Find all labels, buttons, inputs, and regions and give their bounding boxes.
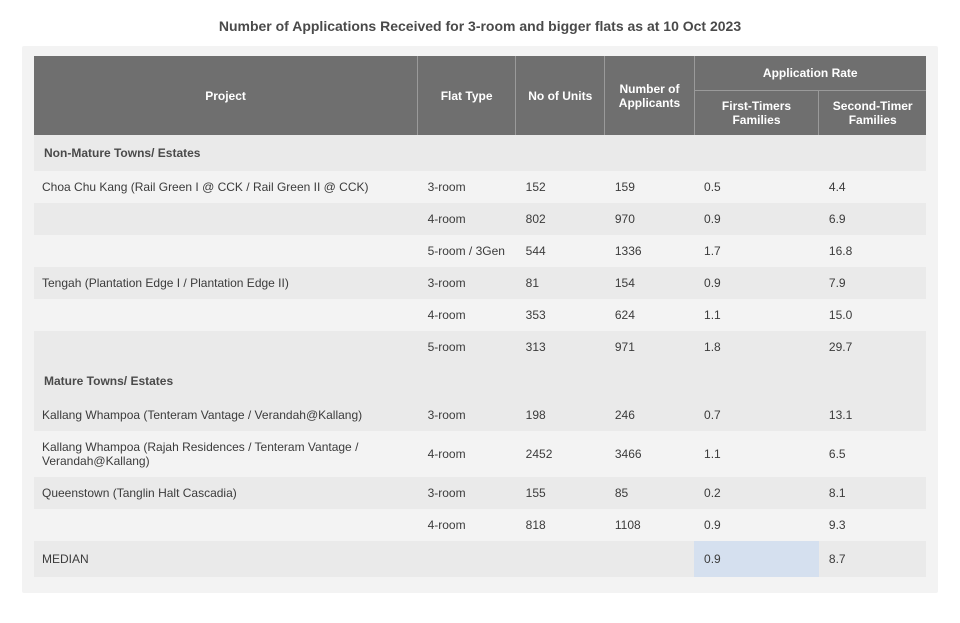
cell-first-timers: 0.2 — [694, 477, 819, 509]
cell-project — [34, 509, 418, 541]
table-row: 5-room3139711.829.7 — [34, 331, 926, 363]
cell-second-timer: 7.9 — [819, 267, 926, 299]
cell-first-timers: 1.1 — [694, 299, 819, 331]
cell-project: Kallang Whampoa (Rajah Residences / Tent… — [34, 431, 418, 477]
cell-first-timers: 1.7 — [694, 235, 819, 267]
table-row: Kallang Whampoa (Tenteram Vantage / Vera… — [34, 399, 926, 431]
cell-project: Kallang Whampoa (Tenteram Vantage / Vera… — [34, 399, 418, 431]
median-second-timer: 8.7 — [819, 541, 926, 577]
cell-project — [34, 331, 418, 363]
cell-second-timer: 6.9 — [819, 203, 926, 235]
cell-first-timers: 1.1 — [694, 431, 819, 477]
section-label: Mature Towns/ Estates — [34, 363, 926, 399]
median-row: MEDIAN 0.98.7 — [34, 541, 926, 577]
table-row: Tengah (Plantation Edge I / Plantation E… — [34, 267, 926, 299]
cell-first-timers: 0.9 — [694, 267, 819, 299]
median-first-timers: 0.9 — [694, 541, 819, 577]
col-flat-type: Flat Type — [418, 56, 516, 135]
table-body: Non-Mature Towns/ EstatesChoa Chu Kang (… — [34, 135, 926, 577]
cell-project: Queenstown (Tanglin Halt Cascadia) — [34, 477, 418, 509]
cell-project — [34, 299, 418, 331]
cell-flat-type: 4-room — [418, 431, 516, 477]
cell-units: 81 — [516, 267, 605, 299]
section-row: Mature Towns/ Estates — [34, 363, 926, 399]
col-second-timer: Second-Timer Families — [819, 91, 926, 136]
cell-first-timers: 0.7 — [694, 399, 819, 431]
table-row: Queenstown (Tanglin Halt Cascadia)3-room… — [34, 477, 926, 509]
cell-units: 152 — [516, 171, 605, 203]
cell-second-timer: 13.1 — [819, 399, 926, 431]
cell-units: 353 — [516, 299, 605, 331]
cell-applicants: 154 — [605, 267, 694, 299]
cell-project: Choa Chu Kang (Rail Green I @ CCK / Rail… — [34, 171, 418, 203]
median-label: MEDIAN — [34, 541, 418, 577]
cell-flat-type: 4-room — [418, 203, 516, 235]
cell-second-timer: 9.3 — [819, 509, 926, 541]
cell-units: 155 — [516, 477, 605, 509]
section-row: Non-Mature Towns/ Estates — [34, 135, 926, 171]
table-row: Kallang Whampoa (Rajah Residences / Tent… — [34, 431, 926, 477]
table-row: 5-room / 3Gen54413361.716.8 — [34, 235, 926, 267]
cell-project — [34, 235, 418, 267]
cell-second-timer: 15.0 — [819, 299, 926, 331]
cell-flat-type: 3-room — [418, 399, 516, 431]
table-card: Project Flat Type No of Units Number of … — [22, 46, 938, 593]
cell-applicants: 971 — [605, 331, 694, 363]
cell-flat-type: 4-room — [418, 509, 516, 541]
cell-empty — [516, 541, 605, 577]
table-header: Project Flat Type No of Units Number of … — [34, 56, 926, 135]
cell-second-timer: 4.4 — [819, 171, 926, 203]
cell-project — [34, 203, 418, 235]
cell-units: 818 — [516, 509, 605, 541]
cell-applicants: 1108 — [605, 509, 694, 541]
table-row: 4-room3536241.115.0 — [34, 299, 926, 331]
cell-applicants: 85 — [605, 477, 694, 509]
cell-empty — [605, 541, 694, 577]
cell-applicants: 1336 — [605, 235, 694, 267]
cell-project: Tengah (Plantation Edge I / Plantation E… — [34, 267, 418, 299]
col-no-units: No of Units — [516, 56, 605, 135]
cell-second-timer: 16.8 — [819, 235, 926, 267]
section-label: Non-Mature Towns/ Estates — [34, 135, 926, 171]
cell-flat-type: 5-room / 3Gen — [418, 235, 516, 267]
cell-first-timers: 0.9 — [694, 509, 819, 541]
cell-flat-type: 4-room — [418, 299, 516, 331]
cell-second-timer: 29.7 — [819, 331, 926, 363]
cell-second-timer: 8.1 — [819, 477, 926, 509]
col-app-rate: Application Rate — [694, 56, 926, 91]
table-row: 4-room8029700.96.9 — [34, 203, 926, 235]
cell-first-timers: 0.5 — [694, 171, 819, 203]
cell-units: 2452 — [516, 431, 605, 477]
applications-table: Project Flat Type No of Units Number of … — [34, 56, 926, 577]
cell-applicants: 159 — [605, 171, 694, 203]
cell-empty — [418, 541, 516, 577]
cell-flat-type: 5-room — [418, 331, 516, 363]
cell-units: 544 — [516, 235, 605, 267]
table-row: 4-room81811080.99.3 — [34, 509, 926, 541]
col-first-timers: First-Timers Families — [694, 91, 819, 136]
cell-applicants: 970 — [605, 203, 694, 235]
col-project: Project — [34, 56, 418, 135]
cell-applicants: 3466 — [605, 431, 694, 477]
page-container: Number of Applications Received for 3-ro… — [0, 0, 960, 623]
cell-second-timer: 6.5 — [819, 431, 926, 477]
cell-first-timers: 1.8 — [694, 331, 819, 363]
cell-flat-type: 3-room — [418, 477, 516, 509]
cell-flat-type: 3-room — [418, 267, 516, 299]
col-applicants: Number of Applicants — [605, 56, 694, 135]
cell-units: 198 — [516, 399, 605, 431]
cell-applicants: 246 — [605, 399, 694, 431]
page-title: Number of Applications Received for 3-ro… — [22, 18, 938, 34]
cell-applicants: 624 — [605, 299, 694, 331]
cell-flat-type: 3-room — [418, 171, 516, 203]
cell-units: 313 — [516, 331, 605, 363]
cell-units: 802 — [516, 203, 605, 235]
cell-first-timers: 0.9 — [694, 203, 819, 235]
table-row: Choa Chu Kang (Rail Green I @ CCK / Rail… — [34, 171, 926, 203]
